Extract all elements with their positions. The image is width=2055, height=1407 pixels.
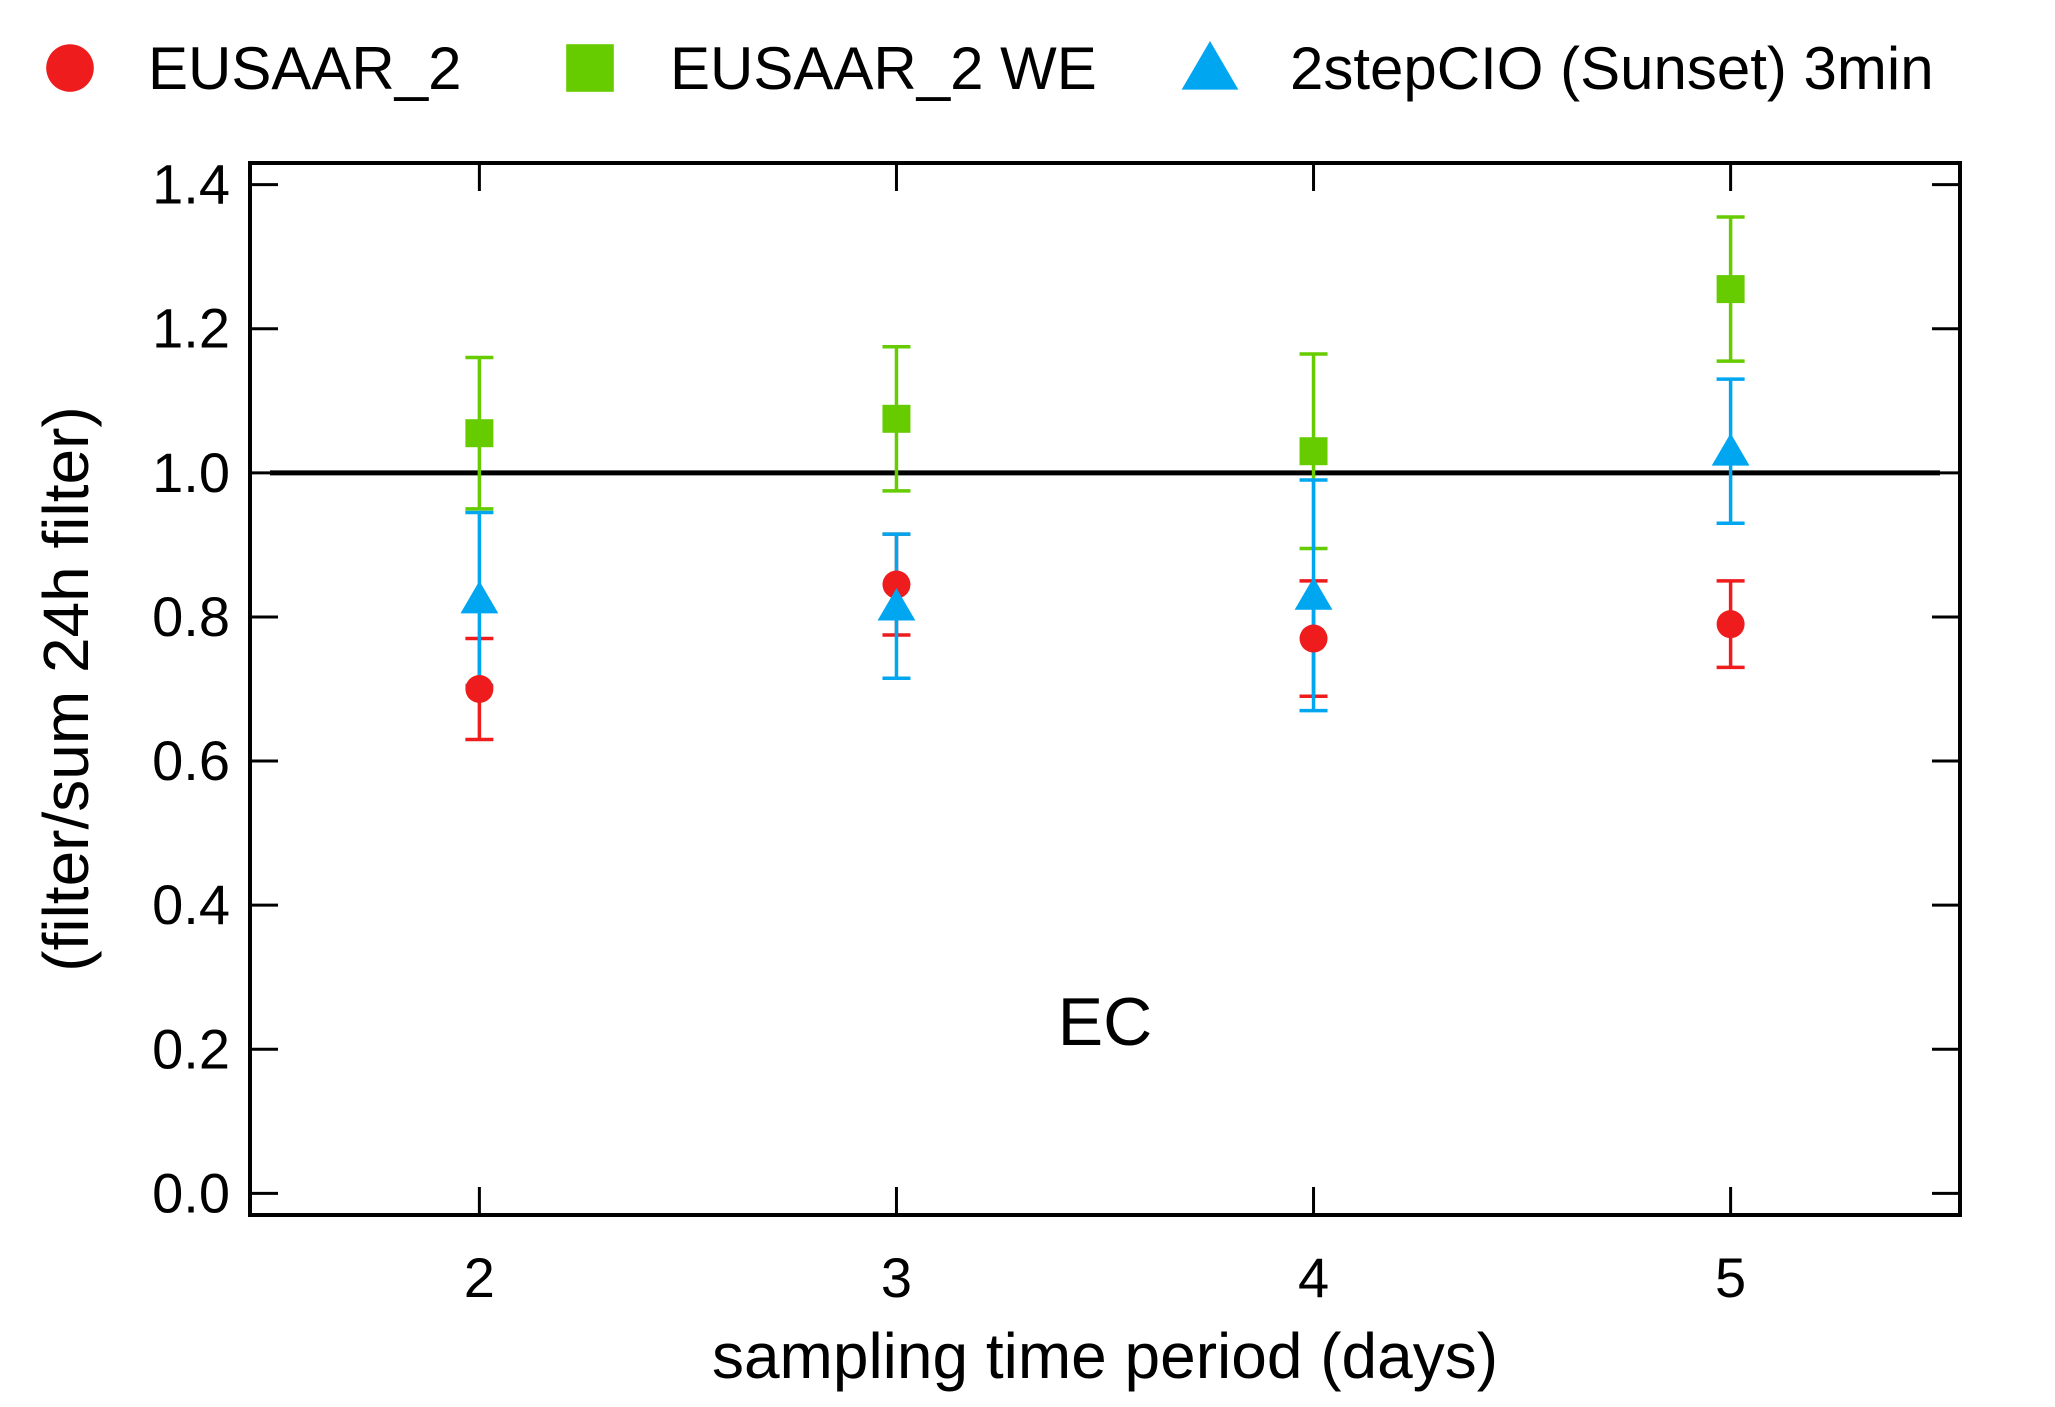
point-s0-p1 [882, 570, 911, 599]
y-tick-label-0: 0.0 [152, 1161, 230, 1224]
legend: EUSAAR_2 EUSAAR_2 WE 2stepCIO (Sunset) 3mi… [46, 35, 1934, 102]
chart-annotation: EC [1058, 984, 1152, 1060]
legend-label-0: EUSAAR_2 [148, 35, 461, 102]
x-tick-label-3: 5 [1715, 1246, 1746, 1309]
point-s1-p0 [465, 419, 494, 448]
point-s2-p0 [460, 580, 499, 614]
y-tick-label-1: 0.2 [152, 1017, 230, 1080]
x-axis-title: sampling time period (days) [712, 1320, 1498, 1392]
legend-marker-1 [566, 44, 614, 92]
x-tick-label-0: 2 [464, 1246, 495, 1309]
point-s1-p3 [1716, 275, 1745, 304]
y-tick-label-6: 1.2 [152, 297, 230, 360]
axes: 0.0 0.2 0.4 0.6 0.8 1.0 1.2 1.4 2 3 4 5 [152, 153, 1962, 1309]
x-tick-label-1: 3 [881, 1246, 912, 1309]
legend-marker-2 [1181, 41, 1239, 90]
y-axis-title: (filter/sum 24h filter) [30, 406, 102, 971]
plot-frame [248, 161, 1962, 1217]
legend-label-2: 2stepCIO (Sunset) 3min [1290, 35, 1934, 102]
y-tick-label-7: 1.4 [152, 153, 230, 216]
legend-marker-0 [46, 44, 94, 92]
y-tick-label-3: 0.6 [152, 729, 230, 792]
point-s2-p1 [877, 588, 916, 621]
point-s2-p2 [1294, 577, 1333, 610]
x-tick-label-2: 4 [1298, 1246, 1329, 1309]
legend-label-1: EUSAAR_2 WE [670, 35, 1097, 102]
point-s0-p2 [1299, 624, 1328, 653]
point-s1-p2 [1299, 437, 1328, 466]
y-tick-label-4: 0.8 [152, 585, 230, 648]
plot-marks [460, 215, 1750, 742]
point-s0-p0 [465, 675, 494, 703]
y-tick-label-5: 1.0 [152, 441, 230, 504]
point-s2-p3 [1711, 433, 1750, 466]
y-tick-label-2: 0.4 [152, 873, 230, 936]
point-s1-p1 [882, 404, 911, 433]
point-s0-p3 [1716, 610, 1745, 639]
